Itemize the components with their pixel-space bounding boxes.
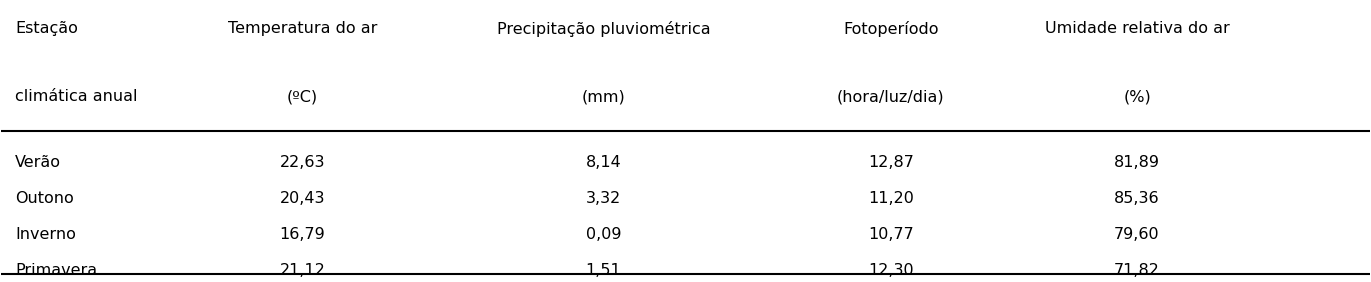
Text: Umidade relativa do ar: Umidade relativa do ar [1045, 21, 1230, 36]
Text: (hora/luz/dia): (hora/luz/dia) [836, 89, 945, 104]
Text: 71,82: 71,82 [1115, 263, 1160, 278]
Text: 12,87: 12,87 [868, 155, 913, 170]
Text: Fotoperíodo: Fotoperíodo [843, 21, 939, 37]
Text: Precipitação pluviométrica: Precipitação pluviométrica [496, 21, 710, 37]
Text: Primavera: Primavera [15, 263, 97, 278]
Text: 79,60: 79,60 [1115, 227, 1160, 242]
Text: 16,79: 16,79 [280, 227, 325, 242]
Text: (ºC): (ºC) [287, 89, 318, 104]
Text: 85,36: 85,36 [1115, 191, 1160, 206]
Text: (mm): (mm) [581, 89, 625, 104]
Text: Inverno: Inverno [15, 227, 75, 242]
Text: Verão: Verão [15, 155, 62, 170]
Text: 12,30: 12,30 [868, 263, 913, 278]
Text: (%): (%) [1123, 89, 1150, 104]
Text: 11,20: 11,20 [868, 191, 913, 206]
Text: climática anual: climática anual [15, 89, 137, 104]
Text: Temperatura do ar: Temperatura do ar [228, 21, 377, 36]
Text: 20,43: 20,43 [280, 191, 325, 206]
Text: 10,77: 10,77 [868, 227, 913, 242]
Text: 3,32: 3,32 [585, 191, 621, 206]
Text: 1,51: 1,51 [585, 263, 621, 278]
Text: 81,89: 81,89 [1115, 155, 1160, 170]
Text: 0,09: 0,09 [585, 227, 621, 242]
Text: 22,63: 22,63 [280, 155, 325, 170]
Text: Outono: Outono [15, 191, 74, 206]
Text: Estação: Estação [15, 21, 78, 36]
Text: 21,12: 21,12 [280, 263, 325, 278]
Text: 8,14: 8,14 [585, 155, 621, 170]
